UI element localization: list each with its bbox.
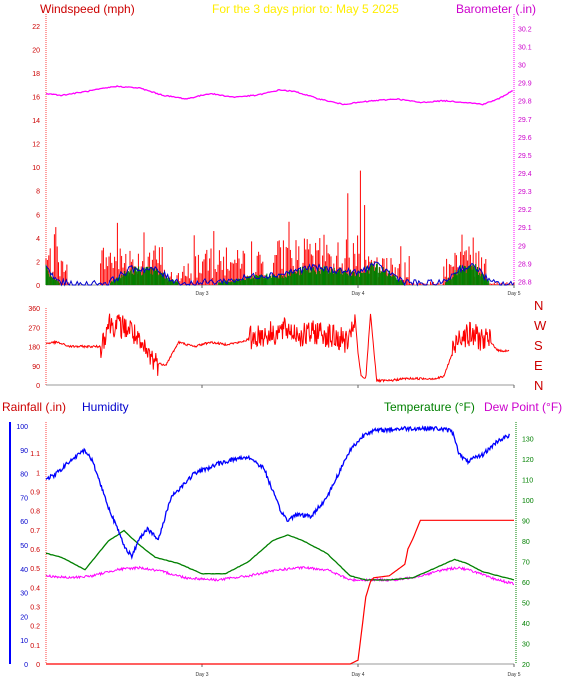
temperature-tick-label: 130	[522, 436, 534, 443]
rainfall-tick-label: 0.2	[30, 624, 40, 631]
wind-average-line	[45, 261, 515, 287]
temperature-tick-label: 80	[522, 539, 530, 546]
temperature-tick-label: 110	[522, 477, 533, 484]
rainfall-tick-label: 0.9	[30, 490, 40, 497]
barometer-tick-label: 29.2	[518, 207, 532, 214]
rainfall-label: Rainfall (.in)	[2, 400, 67, 414]
bottom-x-tick-label: Day 4	[351, 672, 364, 678]
humidity-tick-label: 90	[20, 448, 28, 455]
windspeed-tick-label: 16	[32, 94, 40, 101]
rainfall-tick-label: 0.5	[30, 566, 40, 573]
barometer-tick-label: 29.5	[518, 153, 532, 160]
rainfall-tick-label: 0	[36, 662, 40, 669]
windspeed-tick-label: 18	[32, 71, 40, 78]
bottom-x-tick-label: Day 5	[507, 672, 520, 678]
temperature-line	[45, 529, 515, 581]
humidity-label: Humidity	[82, 400, 129, 414]
temperature-tick-label: 90	[522, 518, 530, 525]
barometer-tick-label: 29.9	[518, 81, 532, 88]
windspeed-tick-label: 0	[36, 283, 40, 290]
direction-label-n-bottom: N	[534, 378, 544, 393]
barometer-tick-label: 30.2	[518, 26, 532, 33]
humidity-tick-label: 10	[20, 638, 28, 645]
windspeed-label: Windspeed (mph)	[40, 2, 135, 16]
temperature-tick-label: 30	[522, 641, 530, 648]
barometer-tick-label: 29	[518, 243, 526, 250]
barometer-line	[45, 85, 513, 106]
windspeed-tick-label: 10	[32, 165, 40, 172]
barometer-tick-label: 29.6	[518, 135, 532, 142]
wind-direction-line	[45, 313, 510, 383]
barometer-tick-label: 29.4	[518, 171, 532, 178]
rainfall-tick-label: 0.6	[30, 547, 40, 554]
temperature-tick-label: 120	[522, 457, 534, 464]
windspeed-tick-label: 6	[36, 212, 40, 219]
barometer-tick-label: 29.8	[518, 99, 532, 106]
date-caption: For the 3 days prior to: May 5 2025	[212, 2, 399, 16]
humidity-tick-label: 30	[20, 591, 28, 598]
rainfall-tick-label: 0.3	[30, 605, 40, 612]
barometer-tick-label: 30.1	[518, 45, 532, 52]
direction-tick-label: 360	[28, 306, 40, 313]
temperature-tick-label: 60	[522, 580, 530, 587]
humidity-tick-label: 80	[20, 472, 28, 479]
temperature-tick-label: 20	[522, 662, 530, 669]
barometer-label: Barometer (.in)	[456, 2, 537, 16]
direction-label-e: E	[534, 358, 543, 373]
temperature-label: Temperature (°F)	[384, 400, 475, 414]
wind-barometer-chart: 0 2 4 6 8 10 12 14 16 18 20 22 28.8 28.9 29 29.1 29.2 29.…	[32, 14, 532, 297]
humidity-tick-label: 100	[16, 424, 28, 431]
barometer-tick-label: 28.9	[518, 261, 532, 268]
humidity-tick-label: 70	[20, 495, 28, 502]
rainfall-tick-label: 1.1	[30, 451, 40, 458]
windspeed-tick-label: 8	[36, 189, 40, 196]
humidity-tick-label: 60	[20, 519, 28, 526]
barometer-tick-label: 28.8	[518, 279, 532, 286]
top-x-tick-label: Day 4	[351, 291, 364, 297]
direction-tick-label: 0	[36, 383, 40, 390]
rainfall-line	[46, 519, 514, 665]
windspeed-tick-label: 12	[32, 142, 40, 149]
barometer-tick-label: 29.3	[518, 189, 532, 196]
direction-tick-label: 90	[32, 364, 40, 371]
humidity-tick-label: 40	[20, 567, 28, 574]
barometer-tick-label: 29.1	[518, 225, 532, 232]
humidity-tick-label: 0	[24, 662, 28, 669]
direction-tick-label: 180	[28, 345, 40, 352]
humidity-tick-label: 50	[20, 543, 28, 550]
barometer-tick-label: 30	[518, 63, 526, 70]
windspeed-tick-label: 4	[36, 236, 40, 243]
dewpoint-label: Dew Point (°F)	[484, 400, 563, 414]
temperature-tick-label: 40	[522, 621, 530, 628]
temperature-tick-label: 50	[522, 600, 530, 607]
wind-direction-chart: 0 90 180 270 360	[28, 306, 515, 390]
barometer-tick-label: 29.7	[518, 117, 532, 124]
humidity-line	[45, 425, 510, 561]
windspeed-tick-label: 20	[32, 47, 40, 54]
humidity-tick-label: 20	[20, 614, 28, 621]
temperature-tick-label: 70	[522, 559, 530, 566]
rainfall-tick-label: 0.7	[30, 528, 40, 535]
rainfall-tick-label: 0.4	[30, 585, 40, 592]
rainfall-tick-label: 1	[36, 470, 40, 477]
rainfall-tick-label: 0.8	[30, 509, 40, 516]
windspeed-tick-label: 22	[32, 24, 40, 31]
bottom-x-tick-label: Day 3	[195, 672, 208, 678]
direction-label-s: S	[534, 338, 543, 353]
temperature-tick-label: 100	[522, 498, 534, 505]
top-x-tick-label: Day 5	[507, 291, 520, 297]
dewpoint-line	[45, 565, 515, 586]
top-x-tick-label: Day 3	[195, 291, 208, 297]
windspeed-tick-label: 14	[32, 118, 40, 125]
direction-tick-label: 270	[28, 325, 40, 332]
windspeed-tick-label: 2	[36, 259, 40, 266]
direction-label-n-top: N	[534, 298, 544, 313]
rain-humidity-temperature-chart: 0 0.1 0.2 0.3 0.4 0.5 0.6 0.7 0.8 0.9 1 1.1 0 10 20 30 4…	[9, 422, 534, 678]
rainfall-tick-label: 0.1	[30, 643, 40, 650]
direction-label-w: W	[534, 318, 547, 333]
